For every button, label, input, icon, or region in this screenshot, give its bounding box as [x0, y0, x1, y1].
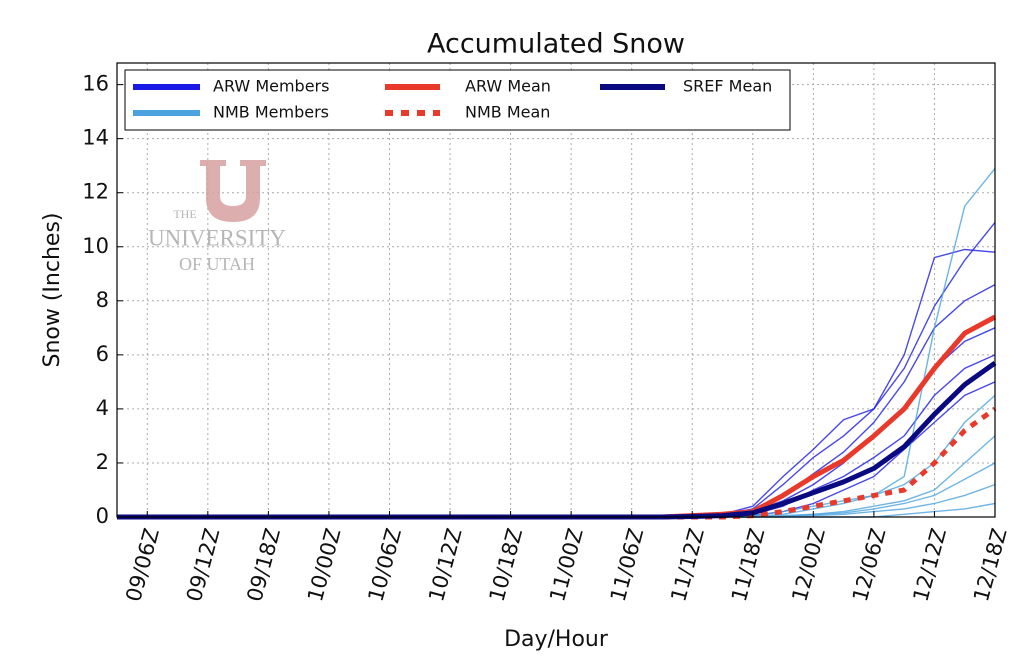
x-axis-label: Day/Hour: [504, 627, 609, 652]
legend-label: NMB Members: [213, 103, 329, 122]
legend-label: ARW Mean: [465, 77, 551, 96]
watermark: THE UNIVERSITY OF UTAH: [148, 160, 286, 274]
legend-label: ARW Members: [213, 77, 329, 96]
plot-frame: [116, 62, 996, 518]
y-tick-label: 2: [96, 450, 109, 474]
legend-label: SREF Mean: [683, 77, 772, 96]
legend-label: NMB Mean: [465, 103, 550, 122]
watermark-text: THE: [173, 207, 196, 221]
watermark-text: OF UTAH: [179, 254, 255, 274]
y-tick-label: 6: [96, 342, 109, 366]
y-tick-label: 8: [96, 288, 109, 312]
y-tick-label: 10: [82, 234, 109, 258]
y-tick-label: 14: [82, 126, 109, 150]
y-axis-label: Snow (Inches): [40, 213, 65, 368]
chart-title: Accumulated Snow: [427, 29, 685, 60]
legend-box: [124, 69, 791, 131]
legend: ARW Members NMB Members ARW Mean NMB Mean SR…: [124, 69, 791, 131]
y-tick-label: 16: [82, 72, 109, 96]
grid: [117, 63, 996, 518]
y-tick-label: 4: [96, 396, 109, 420]
watermark-text: UNIVERSITY: [148, 225, 286, 250]
logo-u: [200, 160, 266, 222]
y-tick-label: 12: [82, 180, 109, 204]
y-tick-label: 0: [96, 504, 109, 528]
